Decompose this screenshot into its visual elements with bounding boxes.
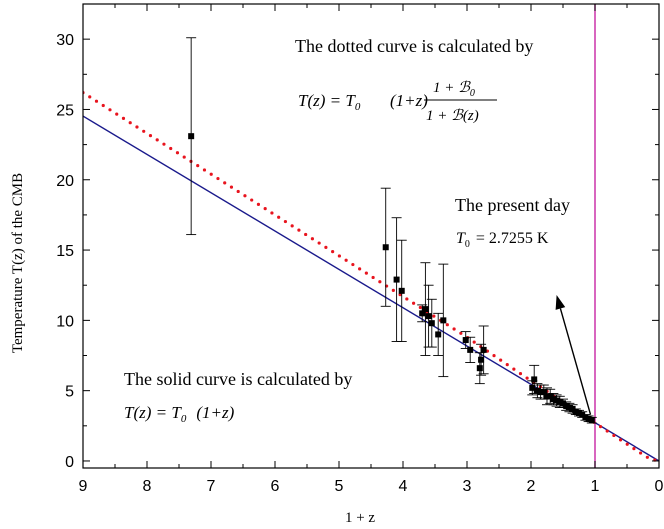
x-tick-label: 1 <box>591 478 600 495</box>
present-day-arrowhead <box>555 295 566 310</box>
point-marker <box>544 393 550 400</box>
point-marker <box>529 384 536 391</box>
point-marker <box>382 244 389 251</box>
svg-text:(1+z): (1+z) <box>390 91 428 110</box>
data-point <box>460 331 471 349</box>
point-marker <box>588 417 595 424</box>
data-point <box>558 398 568 408</box>
dotted-curve <box>83 91 658 462</box>
data-points <box>186 37 597 424</box>
point-marker <box>425 313 432 320</box>
point-marker <box>440 317 447 324</box>
x-tick-label: 5 <box>335 478 344 495</box>
data-point <box>465 336 476 363</box>
solid-curve-caption: The solid curve is calculated by <box>124 369 352 389</box>
point-marker <box>563 403 570 410</box>
x-tick-label: 2 <box>527 478 536 495</box>
data-point <box>420 262 431 356</box>
point-marker <box>585 415 592 422</box>
x-tick-label: 3 <box>463 478 472 495</box>
svg-text:T(z) = T0: T(z) = T0 <box>298 91 361 113</box>
data-point <box>438 263 449 378</box>
data-point <box>426 298 437 348</box>
y-tick-label: 25 <box>56 102 74 119</box>
data-point <box>391 217 402 342</box>
point-marker <box>553 397 560 404</box>
x-tick-label: 0 <box>655 478 664 495</box>
dotted-curve-caption: The dotted curve is calculated by <box>295 36 533 56</box>
x-tick-label: 7 <box>207 478 216 495</box>
y-tick-label: 20 <box>56 173 74 190</box>
point-marker <box>467 346 474 353</box>
data-point <box>186 37 197 236</box>
point-marker <box>428 320 435 327</box>
point-marker <box>537 389 544 396</box>
svg-text:1 + ℬ0: 1 + ℬ0 <box>433 80 475 99</box>
point-marker <box>547 393 554 400</box>
x-axis-label: 1 + z <box>345 510 375 526</box>
solid-curve-formula: T(z) = T0 (1+z) <box>124 403 235 425</box>
point-marker <box>478 356 485 363</box>
point-marker <box>572 408 579 415</box>
plot-frame <box>82 3 660 469</box>
point-marker <box>531 376 538 383</box>
data-point <box>433 312 444 356</box>
point-marker <box>188 133 195 140</box>
x-tick-label: 4 <box>399 478 408 495</box>
point-marker <box>462 337 469 344</box>
x-tick-label: 8 <box>143 478 152 495</box>
point-marker <box>566 404 573 411</box>
point-marker <box>393 276 400 283</box>
svg-text:1 + ℬ(z): 1 + ℬ(z) <box>426 108 479 124</box>
point-marker <box>435 331 442 338</box>
data-point <box>396 239 407 342</box>
data-point <box>586 416 597 424</box>
point-marker <box>576 410 582 417</box>
point-marker <box>560 400 566 407</box>
y-axis-label: Temperature T(z) of the CMB <box>10 173 26 353</box>
point-marker <box>398 287 405 294</box>
y-tick-label: 10 <box>56 313 74 330</box>
x-tick-label: 9 <box>79 478 88 495</box>
x-tick-label: 6 <box>271 478 280 495</box>
y-tick-label: 30 <box>56 32 74 49</box>
present-day-value: T0 = 2.7255 K <box>456 230 549 250</box>
point-marker <box>419 310 426 317</box>
point-marker <box>480 346 487 353</box>
point-marker <box>422 306 429 313</box>
point-marker <box>476 365 483 372</box>
y-tick-label: 15 <box>56 243 74 260</box>
point-marker <box>556 398 563 405</box>
point-marker <box>550 396 557 403</box>
present-day-arrow <box>559 308 592 415</box>
point-marker <box>534 387 541 394</box>
data-point <box>380 187 391 307</box>
present-day-caption: The present day <box>455 195 570 215</box>
dotted-curve-formula: T(z) = T0 (1+z) 1 + ℬ0 1 + ℬ(z) <box>298 80 497 124</box>
point-marker <box>582 414 589 421</box>
series-lines <box>83 4 659 468</box>
y-tick-label: 0 <box>65 454 74 471</box>
data-point <box>478 325 489 375</box>
point-marker <box>540 389 547 396</box>
y-tick-label: 5 <box>65 384 74 401</box>
